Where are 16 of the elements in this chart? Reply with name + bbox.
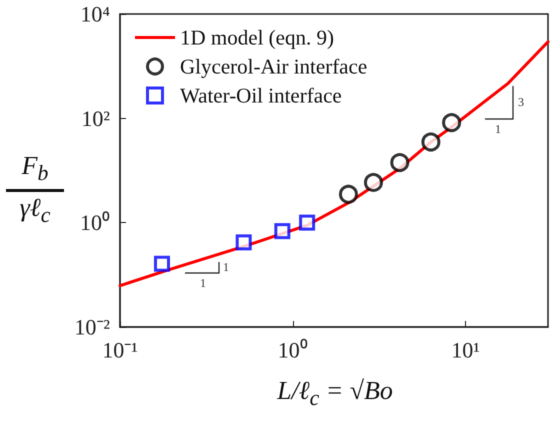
annotation: 1 bbox=[222, 260, 230, 275]
legend-label: Water-Oil interface bbox=[180, 84, 342, 108]
x-tick-label: 10⁰ bbox=[278, 338, 308, 362]
legend-label: 1D model (eqn. 9) bbox=[180, 26, 334, 50]
legend-label: Glycerol-Air interface bbox=[180, 54, 368, 78]
x-axis-title: L/ℓ$_{c}$ = √Bo bbox=[276, 376, 394, 412]
y-tick-label: 10⁰ bbox=[80, 210, 110, 236]
y-tick-label: 10⁴ bbox=[80, 2, 110, 26]
annotation: 1 bbox=[199, 276, 207, 291]
x-tick-label: 10⁻¹ bbox=[102, 338, 138, 362]
annotation: 3 bbox=[517, 95, 525, 110]
y-axis-title: F$_{b}$ γℓ$_{c}$ bbox=[18, 150, 52, 230]
annotation: 1 bbox=[494, 122, 502, 137]
y-tick-label: 10⁻² bbox=[74, 314, 110, 340]
x-tick-label: 10¹ bbox=[451, 338, 480, 362]
y-tick-label: 10² bbox=[81, 106, 110, 131]
